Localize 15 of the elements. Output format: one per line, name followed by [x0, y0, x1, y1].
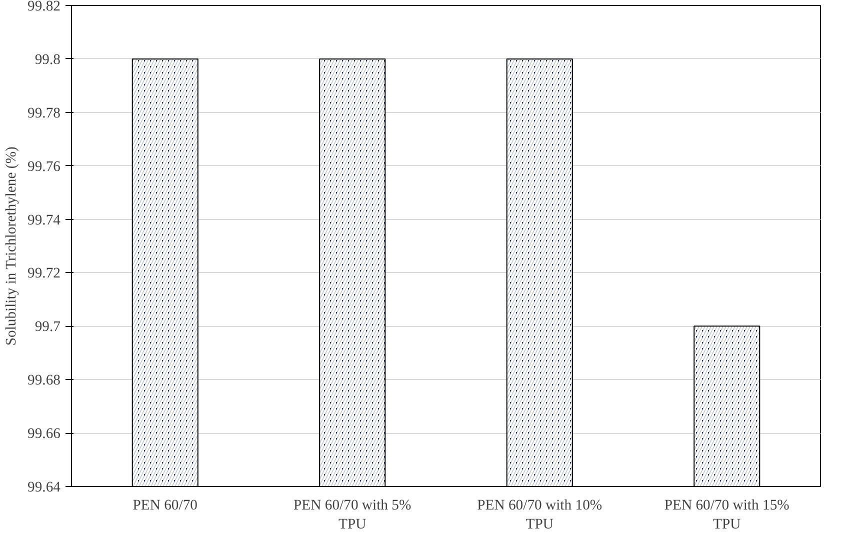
y-tick-label: 99.64 — [28, 480, 62, 496]
x-tick-label: PEN 60/70 with 15% TPU — [664, 498, 790, 533]
y-axis-title: Solubility in Trichlorethylene (%) — [4, 146, 20, 346]
x-tick-label: PEN 60/70 with 10% TPU — [477, 498, 602, 533]
y-tick-label: 99.68 — [28, 372, 61, 389]
y-tick-label: 99.7 — [34, 319, 61, 336]
y-tick-label: 99.76 — [28, 158, 61, 175]
y-tick-label: 99.8 — [34, 52, 61, 68]
y-tick-label: 99.66 — [28, 426, 61, 442]
y-tick-label: 99.72 — [28, 266, 61, 282]
y-tick-label: 99.82 — [28, 0, 61, 14]
y-tick-label: 99.74 — [28, 212, 62, 228]
x-tick-label: PEN 60/70 — [132, 498, 198, 514]
y-tick-label: 99.78 — [28, 105, 61, 122]
x-tick-label: PEN 60/70 with 5% TPU — [294, 498, 412, 533]
